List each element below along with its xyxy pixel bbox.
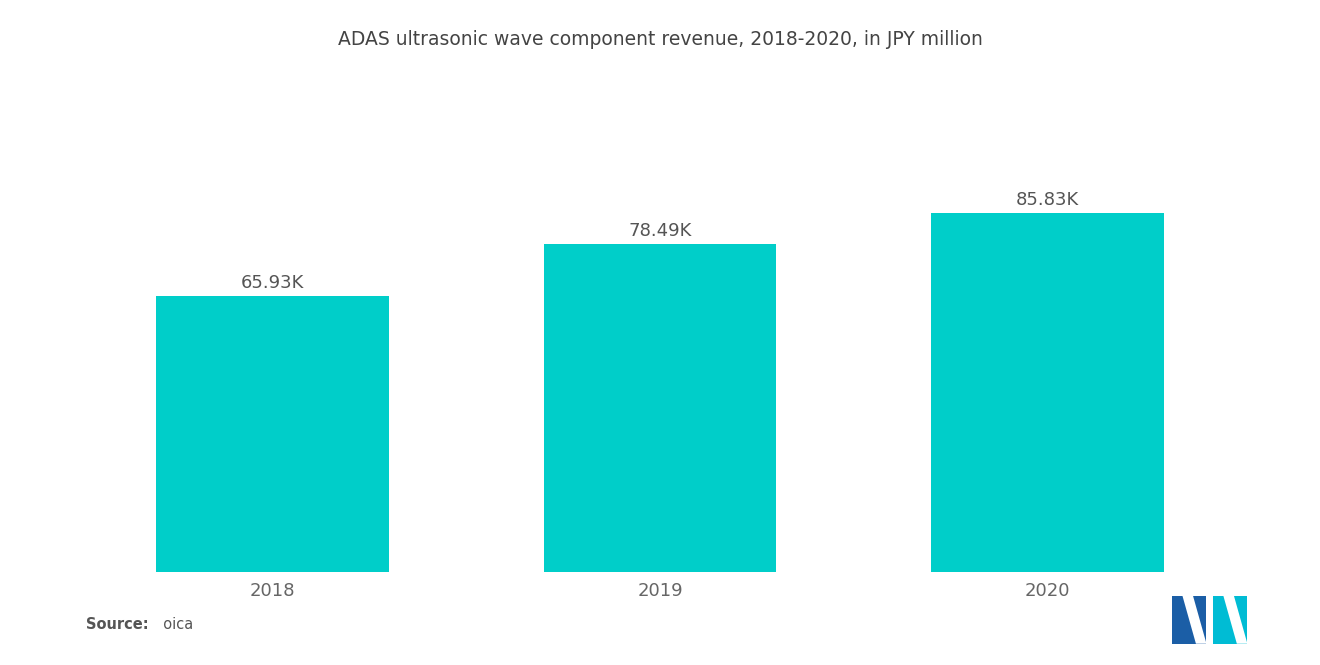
Bar [932,213,1164,572]
Text: 85.83K: 85.83K [1016,191,1080,209]
Bar [544,244,776,572]
Text: 65.93K: 65.93K [240,274,304,292]
Text: 78.49K: 78.49K [628,221,692,239]
Bar [156,297,388,572]
Text: ADAS ultrasonic wave component revenue, 2018-2020, in JPY million: ADAS ultrasonic wave component revenue, … [338,30,982,49]
Text: oica: oica [154,616,194,632]
Text: Source:: Source: [86,616,148,632]
